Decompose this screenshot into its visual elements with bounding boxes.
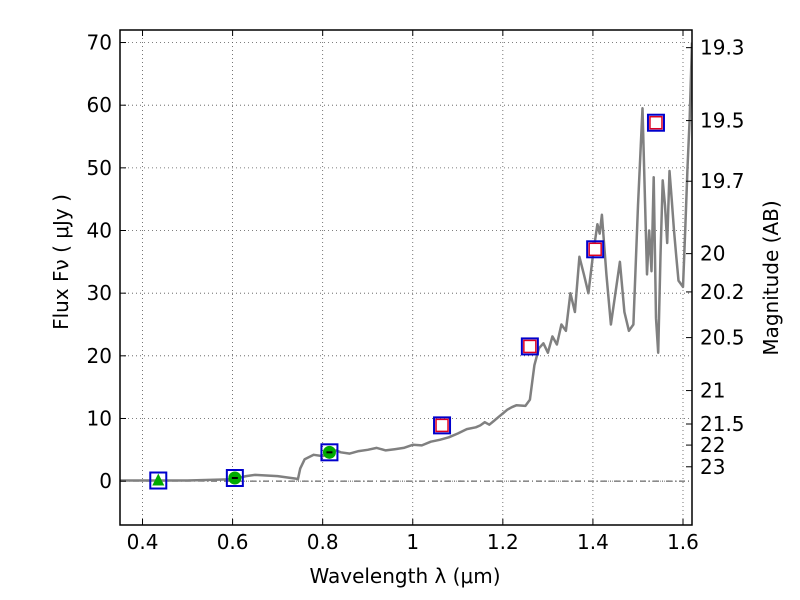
y-tick-label: 60 — [87, 93, 112, 117]
magnitude-tick-label: 20.5 — [700, 326, 745, 350]
outer-square-marker — [586, 240, 605, 259]
magnitude-tick-label: 21.5 — [700, 412, 745, 436]
y-axis-title: Flux Fν ( μJy ) — [49, 194, 73, 330]
plot-frame — [119, 29, 693, 526]
x-axis-ticks: 0.4 0.6 0.8 1 1.2 1.4 1.6 — [127, 30, 699, 554]
inner-square-marker — [649, 115, 663, 130]
x-tick-label: 1.4 — [577, 530, 609, 554]
outer-square-marker — [646, 113, 665, 132]
magnitude-tick-label: 20 — [700, 242, 725, 266]
y-axis-ticks: 0 10 20 30 40 50 60 70 — [87, 31, 126, 493]
x-tick-label: 1 — [406, 530, 419, 554]
outer-square-marker — [320, 443, 339, 462]
magnitude-tick-label: 22 — [700, 433, 725, 457]
x-axis-title: Wavelength λ (μm) — [309, 564, 500, 588]
inner-square-marker — [435, 418, 449, 433]
magnitude-tick-label: 19.3 — [700, 36, 745, 60]
x-tick-label: 0.8 — [307, 530, 339, 554]
outer-square-marker — [149, 471, 168, 490]
magnitude-axis-title: Magnitude (AB) — [759, 200, 783, 355]
outer-square-marker — [520, 337, 539, 356]
magnitude-tick-label: 20.2 — [700, 280, 745, 304]
y-tick-label: 50 — [87, 156, 112, 180]
photometry-point — [646, 113, 665, 132]
y-tick-label: 20 — [87, 344, 112, 368]
x-tick-label: 1.6 — [667, 530, 699, 554]
sed-model-line — [120, 42, 692, 482]
outer-square-marker — [433, 416, 452, 435]
magnitude-tick-label: 21 — [700, 379, 725, 403]
photometry-point — [320, 443, 339, 462]
photometry-point — [520, 337, 539, 356]
y-tick-label: 10 — [87, 406, 112, 430]
photometry-point — [225, 469, 244, 488]
magnitude-tick-label: 19.7 — [700, 169, 745, 193]
photometry-point — [433, 416, 452, 435]
photometry-point — [149, 471, 168, 490]
inner-square-marker — [523, 339, 537, 354]
y-tick-label: 40 — [87, 219, 112, 243]
y-tick-label: 0 — [99, 469, 112, 493]
x-tick-label: 0.6 — [217, 530, 249, 554]
y-tick-label: 70 — [87, 31, 112, 55]
photometry-point — [586, 240, 605, 259]
x-tick-label: 1.2 — [487, 530, 519, 554]
photometry-points — [149, 113, 665, 490]
y-tick-label: 30 — [87, 281, 112, 305]
x-tick-label: 0.4 — [127, 530, 159, 554]
triangle-marker — [152, 473, 165, 486]
magnitude-tick-label: 19.5 — [700, 109, 745, 133]
magnitude-tick-label: 23 — [700, 455, 725, 479]
inner-square-marker — [588, 242, 602, 257]
outer-square-marker — [225, 469, 244, 488]
